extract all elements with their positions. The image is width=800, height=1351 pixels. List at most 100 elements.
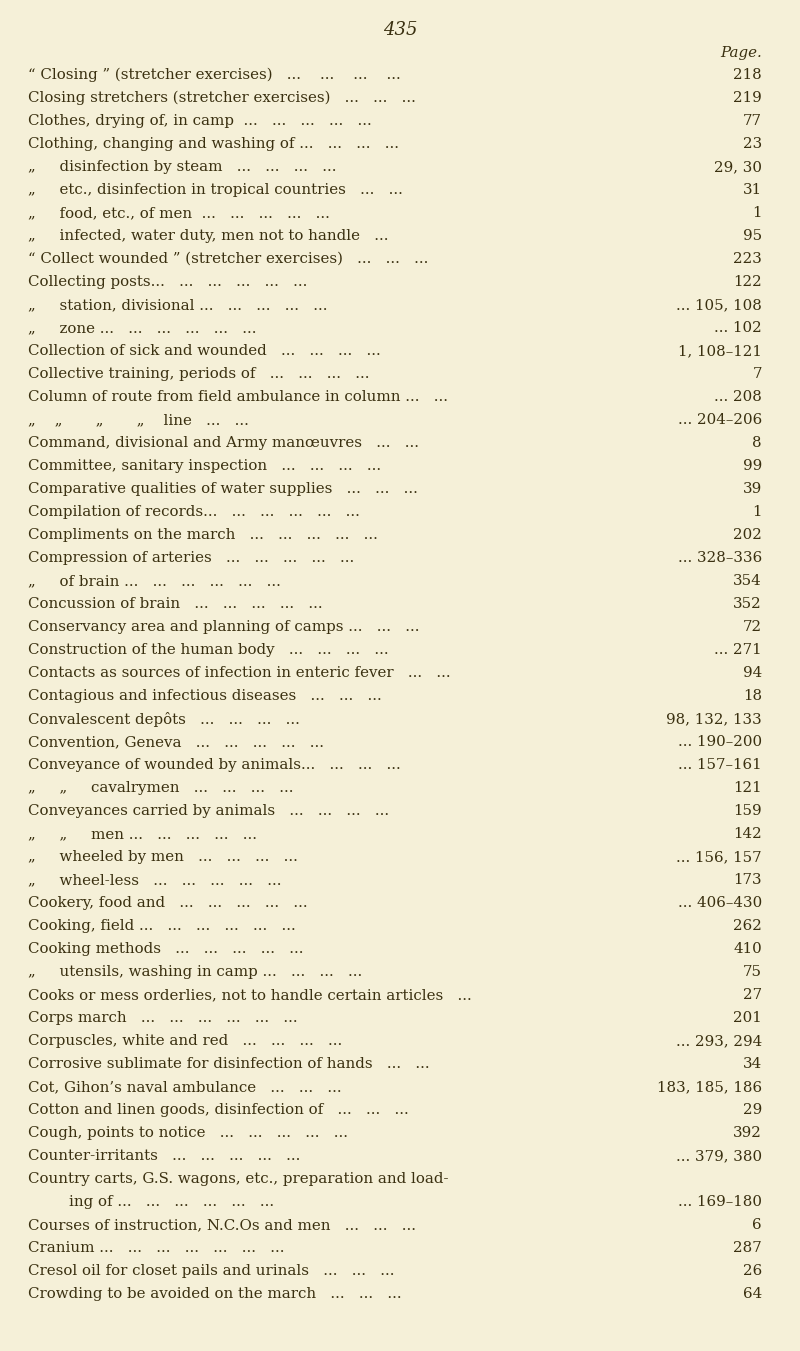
Text: Committee, sanitary inspection   ...   ...   ...   ...: Committee, sanitary inspection ... ... .… <box>28 459 381 473</box>
Text: 122: 122 <box>734 276 762 289</box>
Text: Clothing, changing and washing of ...   ...   ...   ...: Clothing, changing and washing of ... ..… <box>28 136 399 151</box>
Text: „     wheeled by men   ...   ...   ...   ...: „ wheeled by men ... ... ... ... <box>28 850 298 865</box>
Text: ... 190–200: ... 190–200 <box>678 735 762 748</box>
Text: ... 406–430: ... 406–430 <box>678 896 762 911</box>
Text: Corpuscles, white and red   ...   ...   ...   ...: Corpuscles, white and red ... ... ... ..… <box>28 1034 342 1048</box>
Text: 1: 1 <box>753 205 762 220</box>
Text: 29, 30: 29, 30 <box>714 159 762 174</box>
Text: ... 204–206: ... 204–206 <box>678 413 762 427</box>
Text: Country carts, G.S. wagons, etc., preparation and load-: Country carts, G.S. wagons, etc., prepar… <box>28 1173 449 1186</box>
Text: 352: 352 <box>734 597 762 611</box>
Text: Cot, Gihon’s naval ambulance   ...   ...   ...: Cot, Gihon’s naval ambulance ... ... ... <box>28 1079 342 1094</box>
Text: Cranium ...   ...   ...   ...   ...   ...   ...: Cranium ... ... ... ... ... ... ... <box>28 1242 285 1255</box>
Text: Concussion of brain   ...   ...   ...   ...   ...: Concussion of brain ... ... ... ... ... <box>28 597 322 611</box>
Text: 95: 95 <box>743 230 762 243</box>
Text: ... 105, 108: ... 105, 108 <box>676 299 762 312</box>
Text: „     food, etc., of men  ...   ...   ...   ...   ...: „ food, etc., of men ... ... ... ... ... <box>28 205 330 220</box>
Text: ... 157–161: ... 157–161 <box>678 758 762 771</box>
Text: „    „       „       „    line   ...   ...: „ „ „ „ line ... ... <box>28 413 249 427</box>
Text: 64: 64 <box>742 1288 762 1301</box>
Text: 202: 202 <box>733 528 762 542</box>
Text: 219: 219 <box>734 91 762 105</box>
Text: „     etc., disinfection in tropical countries   ...   ...: „ etc., disinfection in tropical countri… <box>28 182 403 197</box>
Text: ... 379, 380: ... 379, 380 <box>676 1148 762 1163</box>
Text: Corrosive sublimate for disinfection of hands   ...   ...: Corrosive sublimate for disinfection of … <box>28 1056 430 1071</box>
Text: 173: 173 <box>734 873 762 888</box>
Text: 7: 7 <box>753 367 762 381</box>
Text: 34: 34 <box>742 1056 762 1071</box>
Text: 1: 1 <box>753 505 762 519</box>
Text: 31: 31 <box>743 182 762 197</box>
Text: Command, divisional and Army manœuvres   ...   ...: Command, divisional and Army manœuvres .… <box>28 436 419 450</box>
Text: Closing stretchers (stretcher exercises)   ...   ...   ...: Closing stretchers (stretcher exercises)… <box>28 91 416 105</box>
Text: Counter-irritants   ...   ...   ...   ...   ...: Counter-irritants ... ... ... ... ... <box>28 1148 300 1163</box>
Text: ... 208: ... 208 <box>714 390 762 404</box>
Text: 121: 121 <box>734 781 762 794</box>
Text: Conservancy area and planning of camps ...   ...   ...: Conservancy area and planning of camps .… <box>28 620 419 634</box>
Text: Cooking, field ...   ...   ...   ...   ...   ...: Cooking, field ... ... ... ... ... ... <box>28 919 296 934</box>
Text: „     utensils, washing in camp ...   ...   ...   ...: „ utensils, washing in camp ... ... ... … <box>28 965 362 979</box>
Text: „     station, divisional ...   ...   ...   ...   ...: „ station, divisional ... ... ... ... ..… <box>28 299 327 312</box>
Text: 435: 435 <box>382 22 418 39</box>
Text: Column of route from field ambulance in column ...   ...: Column of route from field ambulance in … <box>28 390 448 404</box>
Text: Compilation of records...   ...   ...   ...   ...   ...: Compilation of records... ... ... ... ..… <box>28 505 360 519</box>
Text: 183, 185, 186: 183, 185, 186 <box>657 1079 762 1094</box>
Text: „     of brain ...   ...   ...   ...   ...   ...: „ of brain ... ... ... ... ... ... <box>28 574 281 588</box>
Text: 8: 8 <box>752 436 762 450</box>
Text: „     „     men ...   ...   ...   ...   ...: „ „ men ... ... ... ... ... <box>28 827 257 842</box>
Text: 354: 354 <box>734 574 762 588</box>
Text: Cough, points to notice   ...   ...   ...   ...   ...: Cough, points to notice ... ... ... ... … <box>28 1125 348 1140</box>
Text: „     disinfection by steam   ...   ...   ...   ...: „ disinfection by steam ... ... ... ... <box>28 159 337 174</box>
Text: Collecting posts...   ...   ...   ...   ...   ...: Collecting posts... ... ... ... ... ... <box>28 276 307 289</box>
Text: „     zone ...   ...   ...   ...   ...   ...: „ zone ... ... ... ... ... ... <box>28 322 257 335</box>
Text: „     infected, water duty, men not to handle   ...: „ infected, water duty, men not to handl… <box>28 230 389 243</box>
Text: Collection of sick and wounded   ...   ...   ...   ...: Collection of sick and wounded ... ... .… <box>28 345 381 358</box>
Text: Convention, Geneva   ...   ...   ...   ...   ...: Convention, Geneva ... ... ... ... ... <box>28 735 324 748</box>
Text: Compliments on the march   ...   ...   ...   ...   ...: Compliments on the march ... ... ... ...… <box>28 528 378 542</box>
Text: Construction of the human body   ...   ...   ...   ...: Construction of the human body ... ... .… <box>28 643 389 657</box>
Text: ... 271: ... 271 <box>714 643 762 657</box>
Text: 29: 29 <box>742 1102 762 1117</box>
Text: 159: 159 <box>734 804 762 817</box>
Text: 98, 132, 133: 98, 132, 133 <box>666 712 762 725</box>
Text: 6: 6 <box>752 1219 762 1232</box>
Text: Cotton and linen goods, disinfection of   ...   ...   ...: Cotton and linen goods, disinfection of … <box>28 1102 409 1117</box>
Text: “ Collect wounded ” (stretcher exercises)   ...   ...   ...: “ Collect wounded ” (stretcher exercises… <box>28 253 428 266</box>
Text: Cresol oil for closet pails and urinals   ...   ...   ...: Cresol oil for closet pails and urinals … <box>28 1265 394 1278</box>
Text: Conveyance of wounded by animals...   ...   ...   ...: Conveyance of wounded by animals... ... … <box>28 758 401 771</box>
Text: Conveyances carried by animals   ...   ...   ...   ...: Conveyances carried by animals ... ... .… <box>28 804 389 817</box>
Text: Courses of instruction, N.C.Os and men   ...   ...   ...: Courses of instruction, N.C.Os and men .… <box>28 1219 416 1232</box>
Text: 287: 287 <box>734 1242 762 1255</box>
Text: „     wheel-less   ...   ...   ...   ...   ...: „ wheel-less ... ... ... ... ... <box>28 873 282 888</box>
Text: 72: 72 <box>743 620 762 634</box>
Text: 26: 26 <box>742 1265 762 1278</box>
Text: 392: 392 <box>733 1125 762 1140</box>
Text: Page.: Page. <box>720 46 762 59</box>
Text: Comparative qualities of water supplies   ...   ...   ...: Comparative qualities of water supplies … <box>28 482 418 496</box>
Text: Cookery, food and   ...   ...   ...   ...   ...: Cookery, food and ... ... ... ... ... <box>28 896 308 911</box>
Text: Crowding to be avoided on the march   ...   ...   ...: Crowding to be avoided on the march ... … <box>28 1288 402 1301</box>
Text: Convalescent depôts   ...   ...   ...   ...: Convalescent depôts ... ... ... ... <box>28 712 300 727</box>
Text: ing of ...   ...   ...   ...   ...   ...: ing of ... ... ... ... ... ... <box>50 1196 274 1209</box>
Text: Contacts as sources of infection in enteric fever   ...   ...: Contacts as sources of infection in ente… <box>28 666 450 680</box>
Text: ... 156, 157: ... 156, 157 <box>676 850 762 865</box>
Text: 218: 218 <box>734 68 762 82</box>
Text: Compression of arteries   ...   ...   ...   ...   ...: Compression of arteries ... ... ... ... … <box>28 551 354 565</box>
Text: Corps march   ...   ...   ...   ...   ...   ...: Corps march ... ... ... ... ... ... <box>28 1011 298 1025</box>
Text: Cooks or mess orderlies, not to handle certain articles   ...: Cooks or mess orderlies, not to handle c… <box>28 988 472 1002</box>
Text: 77: 77 <box>743 113 762 128</box>
Text: 27: 27 <box>743 988 762 1002</box>
Text: 201: 201 <box>734 1011 762 1025</box>
Text: 410: 410 <box>734 942 762 957</box>
Text: 94: 94 <box>742 666 762 680</box>
Text: 23: 23 <box>742 136 762 151</box>
Text: 223: 223 <box>733 253 762 266</box>
Text: Cooking methods   ...   ...   ...   ...   ...: Cooking methods ... ... ... ... ... <box>28 942 303 957</box>
Text: ... 328–336: ... 328–336 <box>678 551 762 565</box>
Text: ... 169–180: ... 169–180 <box>678 1196 762 1209</box>
Text: Contagious and infectious diseases   ...   ...   ...: Contagious and infectious diseases ... .… <box>28 689 382 703</box>
Text: 39: 39 <box>742 482 762 496</box>
Text: „     „     cavalrymen   ...   ...   ...   ...: „ „ cavalrymen ... ... ... ... <box>28 781 294 794</box>
Text: ... 293, 294: ... 293, 294 <box>676 1034 762 1048</box>
Text: 18: 18 <box>743 689 762 703</box>
